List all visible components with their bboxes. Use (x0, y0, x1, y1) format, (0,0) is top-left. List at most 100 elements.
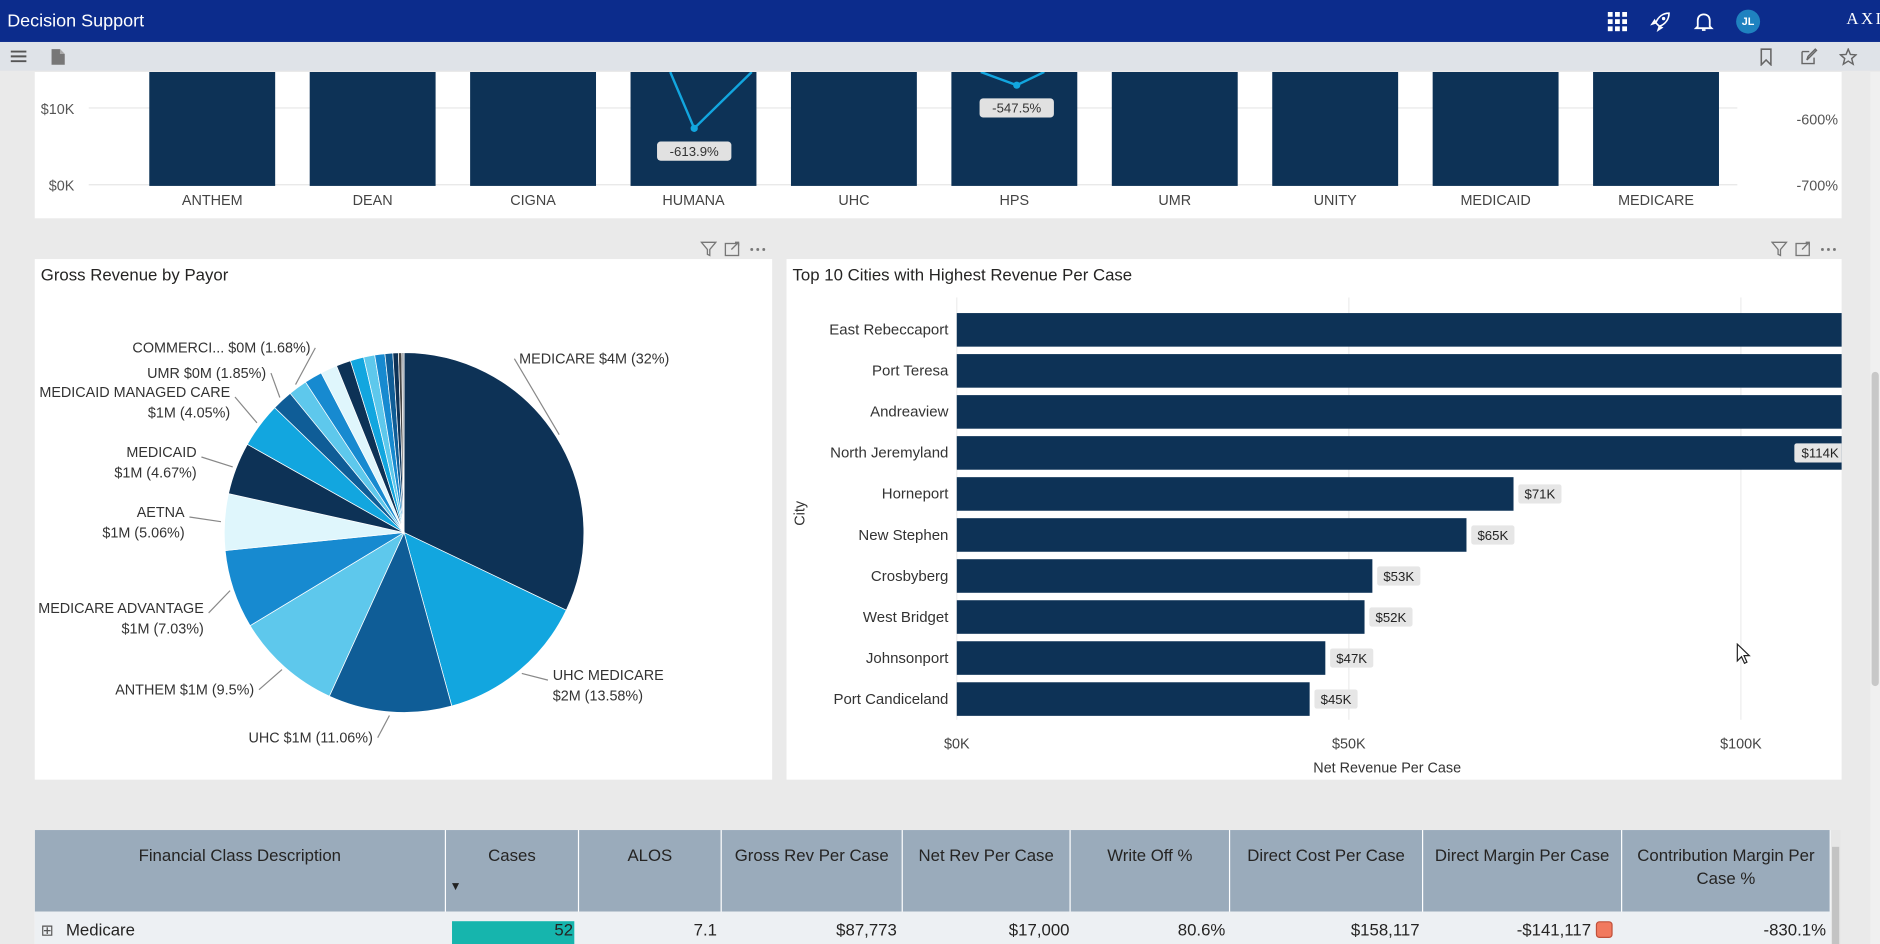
city-bar[interactable] (956, 682, 1310, 716)
city-bar[interactable] (956, 600, 1365, 634)
city-bar[interactable] (956, 477, 1514, 511)
pie-data-label: MEDICARE $4M (32%) (519, 351, 669, 367)
financial-class-table: Financial Class Description Cases ▼ ALOS… (34, 830, 1831, 944)
filter-icon[interactable] (1770, 241, 1788, 263)
pie-data-label: MEDICARE ADVANTAGE (38, 601, 204, 617)
payor-bar[interactable] (149, 71, 276, 186)
apps-grid-icon[interactable] (1605, 10, 1629, 34)
bar-data-label: $53K (1383, 569, 1414, 584)
payor-bar[interactable] (470, 71, 597, 186)
y-right-tick: -600% (1796, 113, 1838, 129)
line-data-label: -547.5% (992, 101, 1041, 116)
row-label: Medicare (65, 920, 135, 940)
pie-slice[interactable] (401, 352, 405, 533)
x-axis-title: Net Revenue Per Case (1313, 760, 1461, 776)
y-tick-label: Andreaview (870, 404, 948, 421)
panel-title: Gross Revenue by Payor (40, 265, 229, 285)
table-scrollbar[interactable] (1830, 830, 1841, 944)
payor-bar[interactable] (1111, 71, 1238, 186)
pie-data-label: $1M (4.05%) (148, 405, 230, 421)
bar-label-bg (1369, 607, 1413, 627)
column-header[interactable]: Direct Margin Per Case (1423, 830, 1623, 912)
sort-descending-icon[interactable]: ▼ (449, 880, 462, 894)
rocket-icon[interactable] (1649, 10, 1673, 34)
payor-bar[interactable] (1593, 71, 1719, 186)
x-tick-label: MEDICARE (1618, 193, 1694, 209)
column-header[interactable]: ALOS (579, 830, 722, 912)
pie-data-label: UMR $0M (1.85%) (147, 366, 266, 382)
cases-value: 52 (554, 920, 574, 940)
page-scroll-thumb[interactable] (1871, 371, 1879, 687)
column-header[interactable]: Contribution Margin Per Case % (1622, 830, 1831, 912)
city-bar[interactable] (956, 641, 1326, 675)
payor-bar[interactable] (790, 71, 917, 186)
column-header[interactable]: Write Off % (1071, 830, 1231, 912)
star-icon[interactable] (1838, 47, 1857, 66)
line-data-label: -613.9% (670, 144, 719, 159)
pie-data-label: COMMERCI... $0M (1.68%) (132, 341, 310, 357)
bar-data-label: $65K (1477, 528, 1508, 543)
x-tick-label: $100K (1720, 736, 1762, 752)
city-bar[interactable] (956, 354, 1842, 388)
pie-slice[interactable] (249, 531, 405, 697)
direct-margin-value: -$141,117 (1516, 920, 1592, 940)
bookmark-icon[interactable] (1757, 47, 1776, 66)
pie-data-label: MEDICAID (126, 445, 196, 461)
focus-mode-icon[interactable] (1795, 241, 1812, 263)
column-header[interactable]: Cases (446, 830, 580, 912)
payor-bar[interactable] (1432, 71, 1559, 186)
y-axis-title: City (793, 500, 809, 526)
pie-slice[interactable] (403, 531, 567, 707)
column-header[interactable]: Net Rev Per Case (903, 830, 1071, 912)
pie-leader-line (521, 672, 549, 681)
bar-data-label: $114K (1802, 446, 1839, 461)
x-tick-label: MEDICAID (1460, 193, 1530, 209)
city-bar[interactable] (956, 518, 1467, 552)
x-tick-label: HPS (1000, 193, 1030, 209)
y-tick-label: Crosbyberg (871, 568, 948, 585)
city-bar[interactable] (956, 313, 1842, 347)
more-options-icon[interactable] (1819, 241, 1838, 263)
pie-leader-line (377, 715, 390, 738)
pie-slice[interactable] (328, 531, 453, 713)
pie-data-label: UHC $1M (11.06%) (249, 730, 373, 746)
x-tick-label: HUMANA (662, 193, 725, 209)
page-icon[interactable] (48, 47, 67, 66)
city-bar[interactable] (956, 436, 1842, 470)
table-header: Financial Class Description Cases ▼ ALOS… (34, 830, 1831, 912)
gross-revenue-pie-panel: Gross Revenue by Payor MEDICARE $4M (32%… (34, 259, 773, 780)
y-tick-label: West Bridget (863, 609, 949, 626)
column-header[interactable]: Financial Class Description (35, 830, 447, 912)
city-bar[interactable] (956, 559, 1373, 593)
menu-icon[interactable] (8, 47, 27, 66)
bar-label-bg (1794, 443, 1842, 463)
column-header[interactable]: Direct Cost Per Case (1230, 830, 1424, 912)
avatar[interactable]: JL (1736, 9, 1761, 34)
focus-mode-icon[interactable] (724, 241, 741, 263)
bar-label-bg (1314, 689, 1358, 709)
bar-data-label: $47K (1336, 651, 1367, 666)
y-tick-label: Port Teresa (872, 363, 949, 380)
payor-bar[interactable] (1272, 71, 1399, 186)
pie-slice[interactable] (403, 352, 585, 611)
x-tick-label: UHC (838, 193, 869, 209)
table-row[interactable]: ⊞ Medicare 52 7.1 $87,773 $17,000 80.6% … (34, 911, 1831, 944)
net-rev-value: $17,000 (1008, 920, 1070, 940)
bell-icon[interactable] (1692, 10, 1716, 34)
bar-label-bg (1518, 484, 1562, 504)
cases-data-bar (452, 921, 575, 944)
expand-icon[interactable]: ⊞ (40, 921, 54, 940)
payor-bar[interactable] (309, 71, 436, 186)
gross-revenue-pie-chart: MEDICARE $4M (32%) UHC MEDICARE $2M (13.58… (38, 341, 669, 747)
column-header[interactable]: Gross Rev Per Case (722, 830, 903, 912)
city-bar[interactable] (956, 395, 1842, 429)
table-scroll-thumb[interactable] (1832, 846, 1840, 944)
edit-icon[interactable] (1798, 47, 1817, 66)
filter-icon[interactable] (699, 241, 718, 263)
bar-data-label: $71K (1524, 487, 1555, 502)
y-left-tick: $0K (49, 179, 75, 195)
gross-rev-value: $87,773 (836, 920, 897, 940)
payor-bar[interactable] (951, 71, 1078, 186)
more-options-icon[interactable] (748, 241, 767, 263)
